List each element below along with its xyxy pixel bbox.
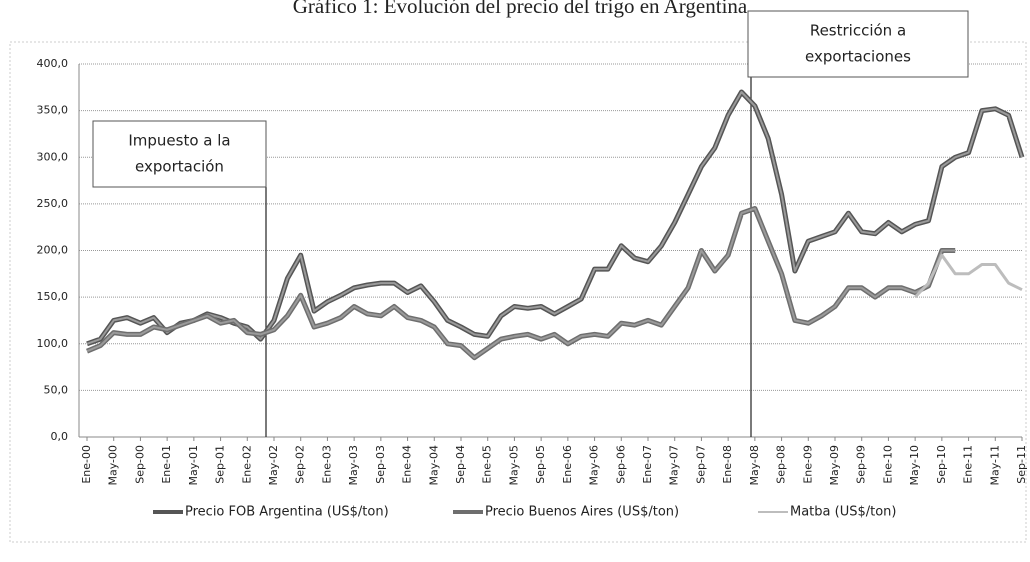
x-tick-label: Ene-08 <box>721 445 734 484</box>
x-tick-label: May-10 <box>908 445 921 486</box>
annotation-text: exportación <box>135 158 224 176</box>
x-tick-label: Sep-05 <box>534 445 547 484</box>
x-tick-label: Ene-07 <box>641 445 654 484</box>
chart-title: Gráfico 1: Evolución del precio del trig… <box>293 0 748 18</box>
x-tick-label: May-04 <box>427 445 440 486</box>
y-tick-label: 150,0 <box>37 290 69 303</box>
x-tick-label: Sep-01 <box>214 445 227 484</box>
x-tick-label: Ene-01 <box>160 445 173 484</box>
x-tick-label: Ene-00 <box>80 445 93 484</box>
y-tick-label: 50,0 <box>44 383 69 396</box>
x-tick-label: May-07 <box>668 445 681 486</box>
x-tick-label: Ene-02 <box>240 445 253 484</box>
x-tick-label: Sep-08 <box>775 445 788 484</box>
legend-label: Matba (US$/ton) <box>790 505 896 520</box>
annotation-text: Impuesto a la <box>128 132 230 150</box>
y-tick-label: 350,0 <box>37 104 69 117</box>
x-tick-label: May-11 <box>988 445 1001 486</box>
x-tick-label: Sep-06 <box>614 445 627 484</box>
x-tick-label: May-05 <box>507 445 520 486</box>
y-tick-label: 200,0 <box>37 244 69 257</box>
annotation-text: Restricción a <box>810 22 906 40</box>
line-series-outline <box>914 253 1023 299</box>
x-tick-label: May-09 <box>828 445 841 486</box>
x-tick-label: Sep-04 <box>454 445 467 484</box>
x-tick-label: May-08 <box>748 445 761 486</box>
x-tick-label: May-01 <box>187 445 200 486</box>
x-tick-label: Sep-07 <box>694 445 707 484</box>
x-tick-label: Sep-02 <box>294 445 307 484</box>
x-tick-label: Ene-03 <box>320 445 333 484</box>
annotation-box <box>747 10 969 78</box>
x-tick-label: May-00 <box>107 445 120 486</box>
y-tick-label: 250,0 <box>37 197 69 210</box>
x-tick-label: Sep-09 <box>855 445 868 484</box>
x-tick-label: Ene-05 <box>481 445 494 484</box>
x-tick-label: Ene-09 <box>801 445 814 484</box>
y-tick-label: 300,0 <box>37 150 69 163</box>
x-tick-label: Ene-10 <box>881 445 894 484</box>
y-tick-label: 0,0 <box>51 430 69 443</box>
x-tick-label: May-03 <box>347 445 360 486</box>
legend-label: Precio Buenos Aires (US$/ton) <box>485 505 679 520</box>
x-tick-label: Sep-10 <box>935 445 948 484</box>
x-tick-label: Ene-04 <box>401 445 414 484</box>
y-tick-label: 100,0 <box>37 337 69 350</box>
annotation-text: exportaciones <box>805 48 911 66</box>
x-tick-label: May-02 <box>267 445 280 486</box>
line-series <box>86 207 956 359</box>
chart-border <box>9 41 1027 543</box>
legend-label: Precio FOB Argentina (US$/ton) <box>185 505 389 520</box>
x-tick-label: Sep-00 <box>133 445 146 484</box>
x-tick-label: May-06 <box>588 445 601 486</box>
x-tick-label: Ene-11 <box>962 445 975 484</box>
x-tick-label: Sep-03 <box>374 445 387 484</box>
x-tick-label: Ene-06 <box>561 445 574 484</box>
x-tick-label: Sep-11 <box>1015 445 1028 484</box>
annotation-box <box>92 120 267 188</box>
y-tick-label: 400,0 <box>37 57 69 70</box>
